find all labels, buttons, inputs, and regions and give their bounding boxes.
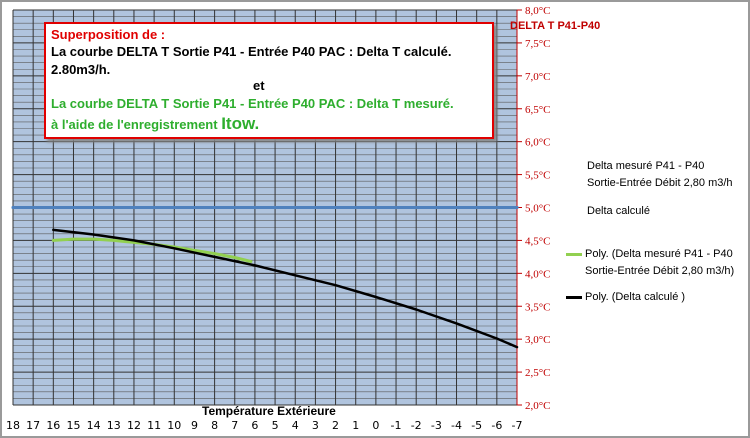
- y-tick-label: 3,0°C: [525, 334, 551, 346]
- x-tick-label: 15: [66, 419, 80, 432]
- title-line-5: La courbe DELTA T Sortie P41 - Entrée P4…: [51, 96, 454, 111]
- title-line-1: Superposition de :: [51, 27, 166, 42]
- legend-swatch-poly-mesure: [566, 253, 582, 256]
- y-tick-label: 4,0°C: [525, 268, 551, 280]
- x-tick-label: 0: [372, 419, 379, 432]
- title-box: Superposition de : La courbe DELTA T Sor…: [44, 22, 494, 139]
- legend-entry-delta-mesure: Delta mesuré P41 - P40 Sortie-Entrée Déb…: [587, 160, 733, 189]
- y-tick-label: 4,5°C: [525, 235, 551, 247]
- y-tick-label: 7,0°C: [525, 71, 551, 83]
- y-axis-title: DELTA T P41-P40: [510, 20, 601, 32]
- legend-swatch-poly-calcule: [566, 296, 582, 299]
- x-tick-label: 1: [352, 419, 359, 432]
- x-tick-label: 2: [332, 419, 339, 432]
- y-tick-label: 2,5°C: [525, 367, 551, 379]
- y-tick-label: 8,0°C: [525, 5, 551, 17]
- y-tick-label: 6,5°C: [525, 104, 551, 116]
- x-tick-label: 4: [292, 419, 299, 432]
- x-tick-label: 17: [26, 419, 40, 432]
- y-tick-label: 5,5°C: [525, 170, 551, 182]
- x-tick-label: 12: [127, 419, 141, 432]
- x-tick-label: 3: [312, 419, 319, 432]
- x-tick-label: -4: [451, 419, 462, 432]
- y-tick-label: 2,0°C: [525, 400, 551, 412]
- x-tick-label: -5: [471, 419, 482, 432]
- x-axis-title: Température Extérieure: [202, 404, 336, 418]
- title-line-6-brand: Itow.: [221, 114, 260, 133]
- title-line-6: à l'aide de l'enregistrement Itow.: [51, 114, 259, 134]
- legend-entry-poly-mesure: Poly. (Delta mesuré P41 - P40 Sortie-Ent…: [585, 248, 735, 277]
- x-tick-label: 18: [6, 419, 20, 432]
- y-tick-label: 3,5°C: [525, 301, 551, 313]
- x-tick-label: 11: [147, 419, 161, 432]
- x-tick-label: 7: [231, 419, 238, 432]
- x-tick-label: -1: [391, 419, 402, 432]
- y-tick-label: 7,5°C: [525, 38, 551, 50]
- x-tick-label: 6: [251, 419, 258, 432]
- title-line-6-prefix: à l'aide de l'enregistrement: [51, 117, 222, 132]
- y-tick-label: 5,0°C: [525, 203, 551, 215]
- x-tick-label: -6: [491, 419, 502, 432]
- x-tick-label: 13: [107, 419, 121, 432]
- title-line-4: et: [253, 78, 265, 93]
- legend-entry-delta-calcule: Delta calculé: [587, 205, 650, 217]
- x-tick-label: -2: [411, 419, 422, 432]
- x-tick-label: -7: [512, 419, 523, 432]
- title-line-3: 2.80m3/h.: [51, 62, 111, 77]
- title-line-2: La courbe DELTA T Sortie P41 - Entrée P4…: [51, 44, 452, 59]
- x-tick-label: 10: [167, 419, 181, 432]
- y-tick-label: 6,0°C: [525, 137, 551, 149]
- x-tick-label: 9: [191, 419, 198, 432]
- series-line-3: [52, 228, 519, 349]
- x-tick-label: 14: [87, 419, 101, 432]
- legend-entry-poly-calcule: Poly. (Delta calculé ): [585, 291, 686, 303]
- x-tick-label: 16: [46, 419, 60, 432]
- x-tick-label: -3: [431, 419, 442, 432]
- x-tick-label: 8: [211, 419, 218, 432]
- x-tick-label: 5: [272, 419, 279, 432]
